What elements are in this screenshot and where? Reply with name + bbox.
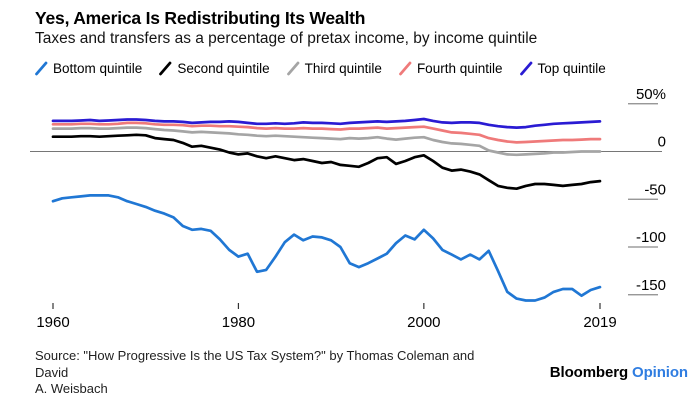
legend-item-bottom-quintile: Bottom quintile xyxy=(35,61,142,76)
y-axis-label: -150 xyxy=(636,277,666,294)
legend-slash-icon xyxy=(286,61,300,75)
logo-suffix: Opinion xyxy=(632,364,688,381)
chart-area: 50% 0 -50 -100 -150 1960 1980 2000 2019 xyxy=(0,80,696,340)
series-line-fourth-quintile xyxy=(51,121,602,144)
legend-slash-icon xyxy=(399,61,412,75)
x-axis-label: 2019 xyxy=(583,314,616,331)
y-axis-label: 0 xyxy=(658,134,666,151)
legend-label: Bottom quintile xyxy=(53,60,143,76)
series-line-third-quintile xyxy=(51,126,602,157)
chart-svg: 50% 0 -50 -100 -150 1960 1980 2000 2019 xyxy=(30,86,666,331)
y-axis-label: 50% xyxy=(636,86,666,103)
legend-label: Second quintile xyxy=(177,60,270,76)
legend-item-second-quintile: Second quintile xyxy=(159,60,270,76)
legend-slash-icon xyxy=(519,61,532,75)
legend-label: Top quintile xyxy=(537,60,606,76)
chart-subtitle: Taxes and transfers as a percentage of p… xyxy=(35,30,538,47)
y-axis-label: -100 xyxy=(636,229,666,246)
legend-label: Third quintile xyxy=(304,60,382,76)
source-note: Source: "How Progressive Is the US Tax S… xyxy=(35,348,505,398)
legend-slash-icon xyxy=(35,61,48,75)
logo-brand: Bloomberg xyxy=(549,364,629,381)
x-axis-label: 1980 xyxy=(222,314,255,331)
chart-title: Yes, America Is Redistributing Its Wealt… xyxy=(35,8,366,28)
source-line-1: Source: "How Progressive Is the US Tax S… xyxy=(35,348,475,380)
legend-slash-icon xyxy=(159,61,172,75)
legend-item-third-quintile: Third quintile xyxy=(286,60,382,76)
series-line-bottom-quintile xyxy=(51,194,602,302)
legend-item-top-quintile: Top quintile xyxy=(519,60,606,76)
bloomberg-opinion-logo: Bloomberg Opinion xyxy=(550,364,688,381)
legend: Bottom quintile Second quintile Third quin… xyxy=(35,59,606,77)
series-line-top-quintile xyxy=(51,117,602,129)
x-axis-label: 2000 xyxy=(407,314,440,331)
legend-label: Fourth quintile xyxy=(416,60,503,76)
x-axis-label: 1960 xyxy=(36,314,69,331)
legend-item-fourth-quintile: Fourth quintile xyxy=(399,61,503,76)
series-line-second-quintile xyxy=(51,133,602,191)
y-axis-label: -50 xyxy=(644,181,666,198)
source-line-2: A. Weisbach xyxy=(35,381,108,396)
